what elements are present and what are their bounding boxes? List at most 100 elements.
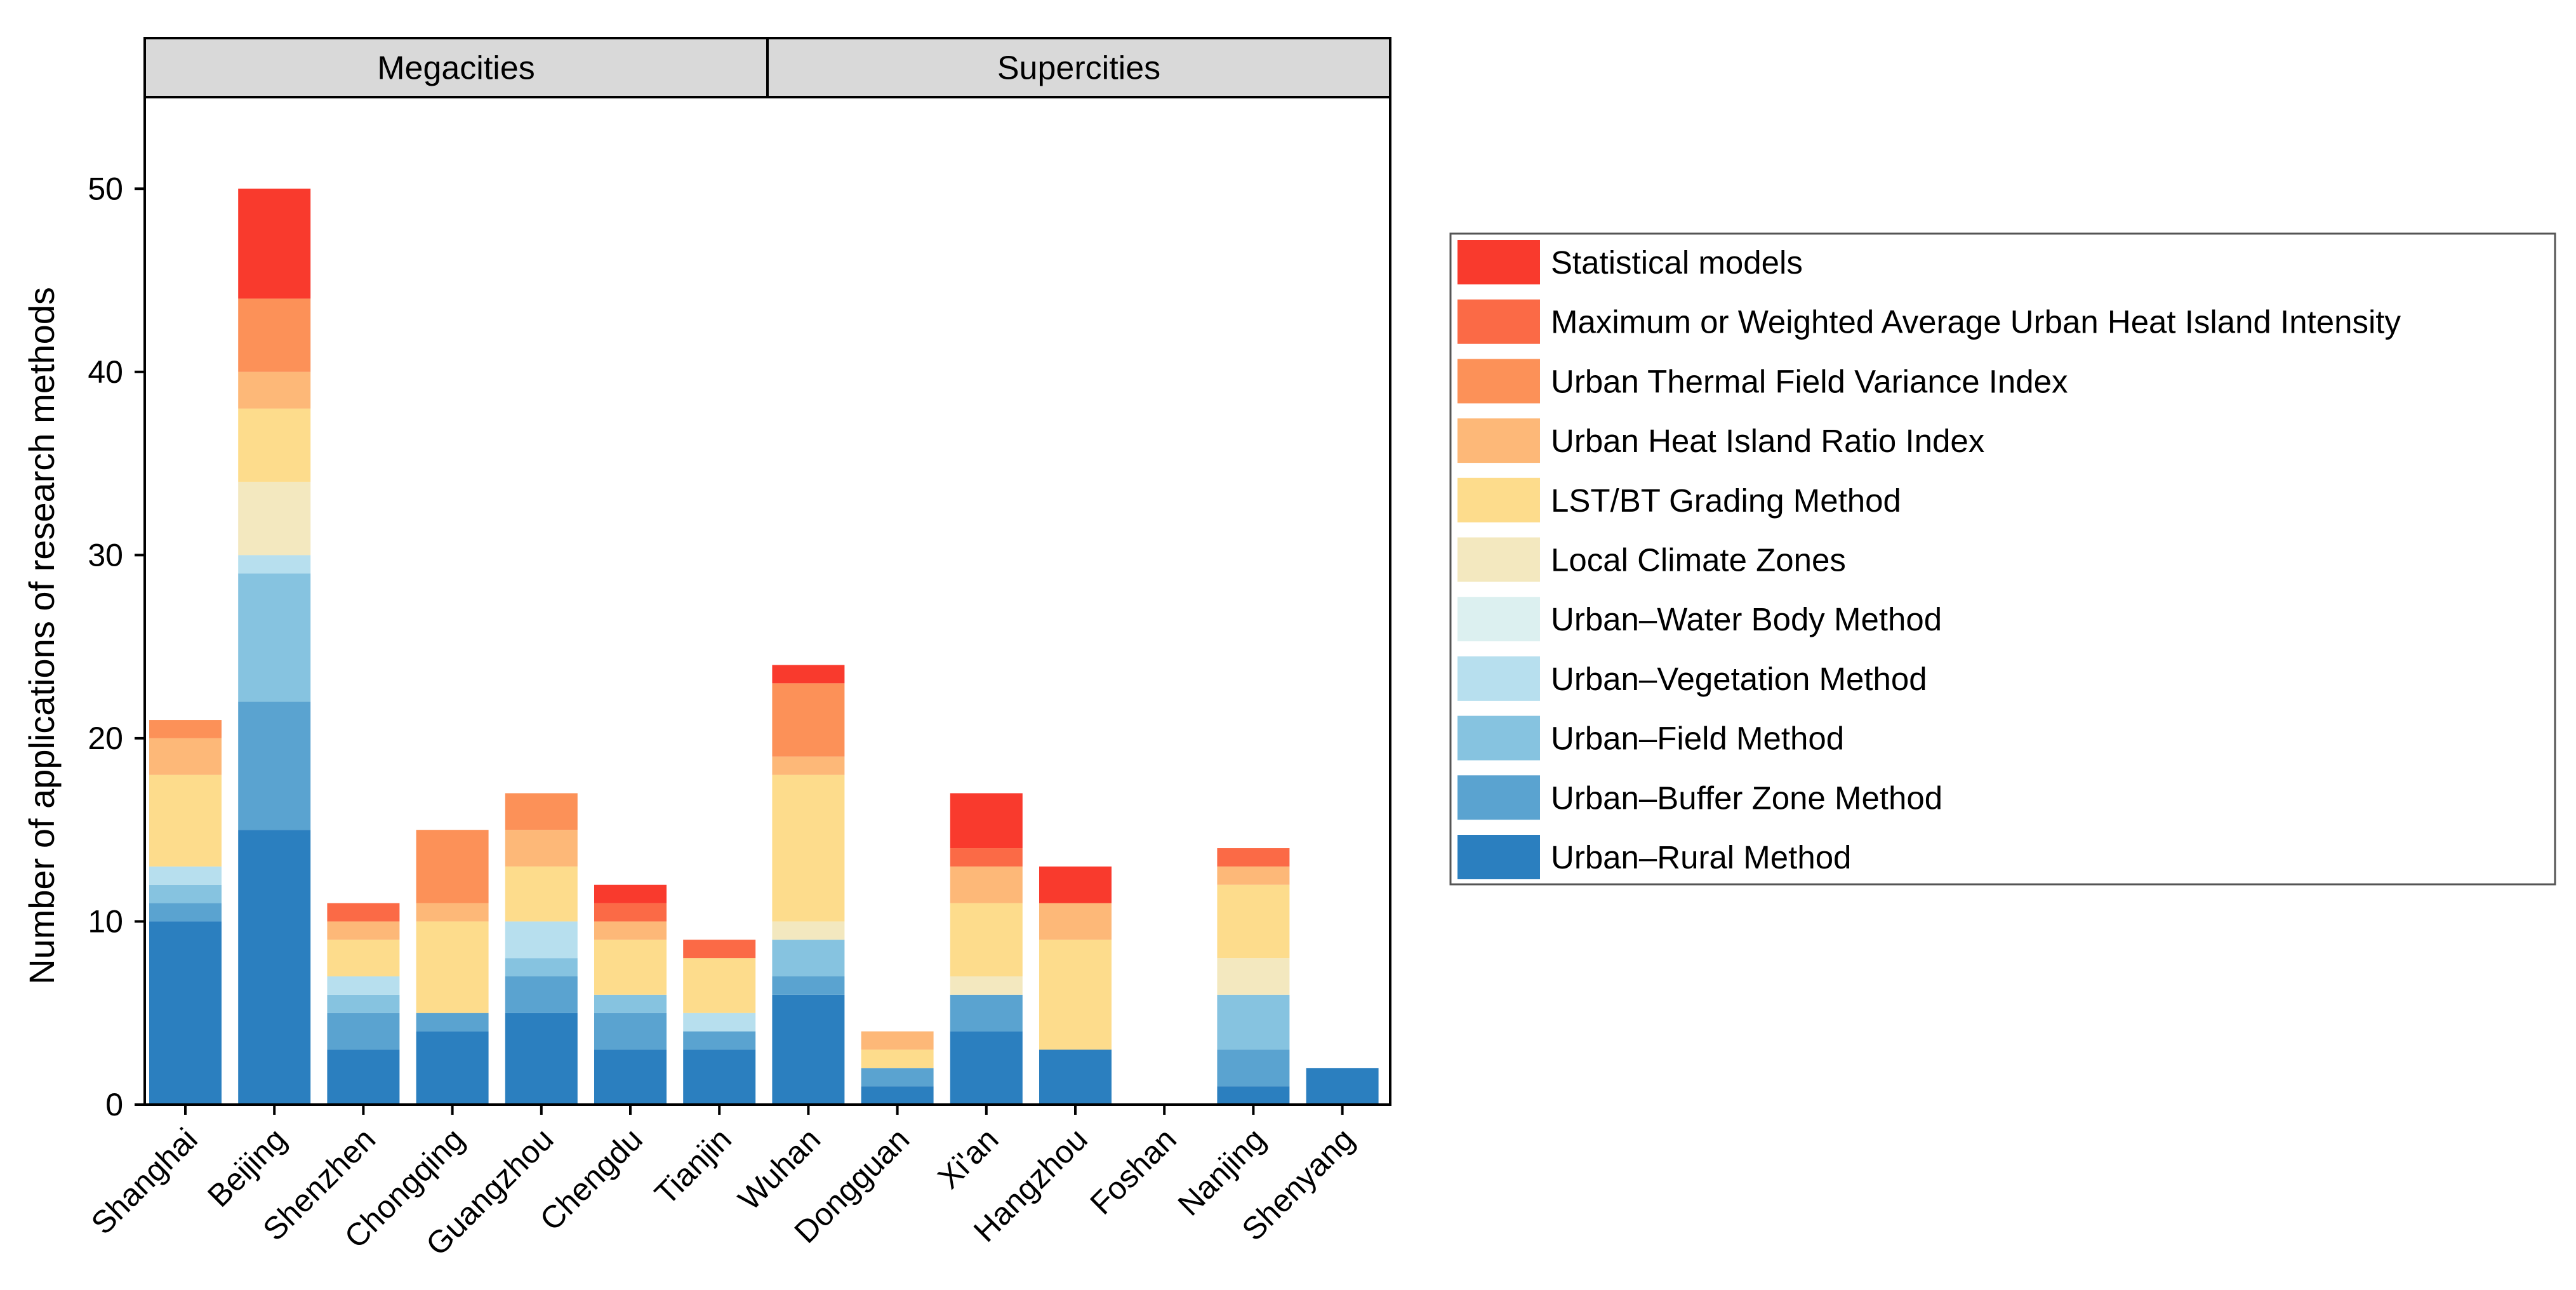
bar-segment-chengdu-maximum-or-weighted-average-urban-heat-island-intensity (594, 903, 667, 922)
bar-segment-shanghai-urban-thermal-field-variance-index (149, 720, 222, 738)
y-tick-label-10: 10 (88, 903, 123, 939)
bar-segment-guangzhou-urban-vegetation-method (505, 921, 578, 959)
bar-segment-beijing-urban-rural-method (238, 830, 311, 1105)
bar-segment-dongguan-urban-heat-island-ratio-index (861, 1031, 934, 1050)
bar-segment-beijing-urban-buffer-zone-method (238, 702, 311, 830)
bar-segment-shenzhen-urban-vegetation-method (327, 976, 400, 995)
bar-segment-xi-an-urban-heat-island-ratio-index (950, 866, 1023, 903)
legend-box (1449, 232, 2556, 886)
bar-segment-shanghai-urban-heat-island-ratio-index (149, 738, 222, 775)
legend-label-urban-vegetation-method: Urban–Vegetation Method (1551, 661, 1927, 697)
bar-segment-shanghai-urban-field-method (149, 884, 222, 903)
bar-segment-xi-an-statistical-models (950, 793, 1023, 849)
bar-segment-chongqing-lst-bt-grading-method (416, 921, 489, 1013)
bar-segment-wuhan-urban-buffer-zone-method (772, 976, 845, 995)
bar-segment-shanghai-urban-rural-method (149, 921, 222, 1105)
y-tick-label-30: 30 (88, 537, 123, 573)
bar-segment-chengdu-urban-rural-method (594, 1049, 667, 1105)
bar-segment-tianjin-urban-rural-method (683, 1049, 756, 1105)
bar-segment-wuhan-urban-field-method (772, 940, 845, 977)
bar-segment-wuhan-urban-thermal-field-variance-index (772, 683, 845, 757)
y-tick-label-40: 40 (88, 354, 123, 390)
bar-segment-chengdu-urban-buffer-zone-method (594, 1013, 667, 1050)
bar-segment-shenzhen-lst-bt-grading-method (327, 940, 400, 977)
legend-label-maximum-or-weighted-average-urban-heat-island-intensity: Maximum or Weighted Average Urban Heat I… (1551, 304, 2401, 340)
bar-segment-hangzhou-statistical-models (1039, 866, 1112, 903)
bar-segment-xi-an-urban-buffer-zone-method (950, 994, 1023, 1032)
bar-segment-shenzhen-urban-rural-method (327, 1049, 400, 1105)
bar-segment-nanjing-lst-bt-grading-method (1217, 884, 1290, 959)
bar-segment-dongguan-urban-buffer-zone-method (861, 1068, 934, 1087)
bar-segment-nanjing-urban-buffer-zone-method (1217, 1049, 1290, 1087)
bar-segment-tianjin-maximum-or-weighted-average-urban-heat-island-intensity (683, 940, 756, 959)
legend-swatch-urban-buffer-zone-method (1457, 775, 1540, 820)
plot-border (143, 96, 1391, 1106)
panel-label-megacities: Megacities (377, 50, 535, 87)
bar-segment-guangzhou-lst-bt-grading-method (505, 866, 578, 922)
legend-label-statistical-models: Statistical models (1551, 244, 1803, 281)
bar-segment-shanghai-urban-vegetation-method (149, 866, 222, 885)
legend-label-local-climate-zones: Local Climate Zones (1551, 542, 1846, 578)
bar-segment-guangzhou-urban-thermal-field-variance-index (505, 793, 578, 830)
legend-label-urban-field-method: Urban–Field Method (1551, 721, 1844, 757)
bar-segment-shenzhen-urban-buffer-zone-method (327, 1013, 400, 1050)
bar-segment-tianjin-urban-buffer-zone-method (683, 1031, 756, 1050)
legend-swatch-local-climate-zones (1457, 537, 1540, 582)
bar-segment-beijing-urban-heat-island-ratio-index (238, 371, 311, 409)
bar-segment-guangzhou-urban-heat-island-ratio-index (505, 830, 578, 867)
legend-swatch-urban-water-body-method (1457, 597, 1540, 642)
bar-segment-nanjing-urban-heat-island-ratio-index (1217, 866, 1290, 885)
x-tick-label-tianjin: Tianjin (648, 1121, 738, 1211)
bar-segment-shenzhen-maximum-or-weighted-average-urban-heat-island-intensity (327, 903, 400, 922)
bar-segment-shanghai-lst-bt-grading-method (149, 775, 222, 867)
legend-label-urban-thermal-field-variance-index: Urban Thermal Field Variance Index (1551, 363, 2068, 399)
x-tick-label-xi-an: Xi'an (931, 1121, 1005, 1195)
bars-layer (149, 189, 1379, 1105)
legend-swatch-urban-vegetation-method (1457, 656, 1540, 701)
bar-segment-wuhan-statistical-models (772, 665, 845, 684)
bar-segment-nanjing-urban-field-method (1217, 994, 1290, 1050)
legend-swatch-lst-bt-grading-method (1457, 477, 1540, 522)
x-tick-label-foshan: Foshan (1083, 1121, 1183, 1221)
bar-segment-xi-an-urban-rural-method (950, 1031, 1023, 1105)
x-tick-label-shanghai: Shanghai (84, 1121, 204, 1241)
plot-frame: Megacities Supercities (143, 37, 1391, 1106)
panel-label-supercities: Supercities (997, 50, 1160, 87)
y-tick-label-0: 0 (105, 1087, 123, 1122)
legend-swatch-urban-thermal-field-variance-index (1457, 359, 1540, 404)
bar-segment-guangzhou-urban-field-method (505, 958, 578, 977)
bar-segment-chongqing-urban-heat-island-ratio-index (416, 903, 489, 922)
legend-label-urban-water-body-method: Urban–Water Body Method (1551, 601, 1942, 637)
bar-segment-beijing-local-climate-zones (238, 481, 311, 555)
bar-segment-shenyang-urban-rural-method (1306, 1068, 1379, 1105)
bar-segment-shenzhen-urban-heat-island-ratio-index (327, 921, 400, 940)
bar-segment-wuhan-urban-rural-method (772, 994, 845, 1105)
legend-swatch-urban-heat-island-ratio-index (1457, 418, 1540, 463)
bar-segment-dongguan-urban-rural-method (861, 1086, 934, 1105)
bar-segment-shenzhen-urban-field-method (327, 994, 400, 1013)
legend-swatch-statistical-models (1457, 240, 1540, 284)
y-axis-title: Number of applications of research metho… (22, 287, 62, 985)
bar-segment-wuhan-lst-bt-grading-method (772, 775, 845, 922)
bar-segment-dongguan-lst-bt-grading-method (861, 1049, 934, 1068)
bar-segment-hangzhou-lst-bt-grading-method (1039, 940, 1112, 1050)
bar-segment-chongqing-urban-buffer-zone-method (416, 1013, 489, 1032)
legend-label-urban-rural-method: Urban–Rural Method (1551, 839, 1851, 875)
bar-segment-chengdu-statistical-models (594, 884, 667, 903)
legend-swatch-urban-rural-method (1457, 835, 1540, 879)
bar-segment-chongqing-urban-rural-method (416, 1031, 489, 1105)
bar-segment-xi-an-local-climate-zones (950, 976, 1023, 995)
bar-segment-nanjing-urban-rural-method (1217, 1086, 1290, 1105)
bar-segment-chengdu-lst-bt-grading-method (594, 940, 667, 995)
bar-segment-tianjin-urban-vegetation-method (683, 1013, 756, 1032)
bar-segment-wuhan-local-climate-zones (772, 921, 845, 940)
bar-segment-beijing-urban-vegetation-method (238, 555, 311, 574)
bar-segment-chengdu-urban-field-method (594, 994, 667, 1013)
bar-segment-beijing-statistical-models (238, 189, 311, 299)
legend-label-urban-heat-island-ratio-index: Urban Heat Island Ratio Index (1551, 423, 1984, 459)
legend-label-urban-buffer-zone-method: Urban–Buffer Zone Method (1551, 780, 1942, 816)
bar-segment-guangzhou-urban-rural-method (505, 1013, 578, 1105)
bar-segment-beijing-lst-bt-grading-method (238, 408, 311, 482)
bar-segment-shanghai-urban-buffer-zone-method (149, 903, 222, 922)
